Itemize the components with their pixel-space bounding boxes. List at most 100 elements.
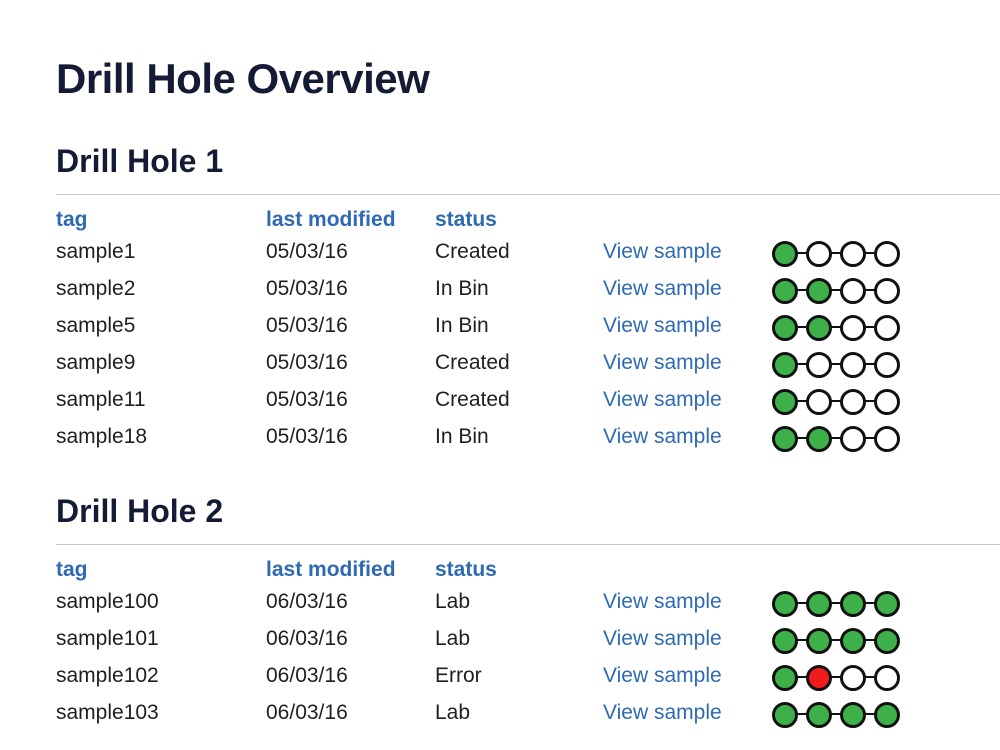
last-modified-date: 05/03/16 xyxy=(266,277,348,300)
step-done-icon xyxy=(772,278,798,304)
step-done-icon xyxy=(840,702,866,728)
sample-status: Created xyxy=(435,240,510,263)
view-sample-link[interactable]: View sample xyxy=(603,277,722,300)
last-modified-date: 05/03/16 xyxy=(266,240,348,263)
table-row: sample1 05/03/16 Created View sample xyxy=(56,236,1000,273)
progress-indicator xyxy=(772,700,906,728)
step-done-icon xyxy=(772,628,798,654)
view-sample-link[interactable]: View sample xyxy=(603,627,722,650)
progress-indicator xyxy=(772,424,906,452)
sample-status: In Bin xyxy=(435,425,489,448)
view-sample-link[interactable]: View sample xyxy=(603,701,722,724)
step-pending-icon xyxy=(874,665,900,691)
progress-indicator xyxy=(772,350,906,378)
section-divider xyxy=(56,544,1000,545)
step-pending-icon xyxy=(840,352,866,378)
table-row: sample18 05/03/16 In Bin View sample xyxy=(56,421,1000,458)
table-row: sample103 06/03/16 Lab View sample xyxy=(56,697,1000,734)
progress-connector-line xyxy=(784,713,892,715)
step-done-icon xyxy=(874,628,900,654)
section-title: Drill Hole 1 xyxy=(56,143,224,179)
sample-status: Created xyxy=(435,388,510,411)
sample-tag: sample2 xyxy=(56,277,136,300)
progress-connector-line xyxy=(784,639,892,641)
sample-status: In Bin xyxy=(435,277,489,300)
sample-status: Lab xyxy=(435,590,471,613)
step-pending-icon xyxy=(874,426,900,452)
table-row: sample101 06/03/16 Lab View sample xyxy=(56,623,1000,660)
last-modified-date: 06/03/16 xyxy=(266,590,348,613)
section-divider xyxy=(56,194,1000,195)
step-pending-icon xyxy=(840,665,866,691)
last-modified-date: 06/03/16 xyxy=(266,627,348,650)
progress-indicator xyxy=(772,276,906,304)
step-done-icon xyxy=(772,389,798,415)
view-sample-link[interactable]: View sample xyxy=(603,664,722,687)
column-header-status[interactable]: status xyxy=(435,208,497,231)
sample-tag: sample5 xyxy=(56,314,136,337)
samples-table: tag last modified status sample100 06/03/… xyxy=(56,554,1000,734)
view-sample-link[interactable]: View sample xyxy=(603,425,722,448)
step-pending-icon xyxy=(874,389,900,415)
sample-status: In Bin xyxy=(435,314,489,337)
table-row: sample100 06/03/16 Lab View sample xyxy=(56,586,1000,623)
last-modified-date: 05/03/16 xyxy=(266,388,348,411)
progress-indicator xyxy=(772,239,906,267)
last-modified-date: 06/03/16 xyxy=(266,701,348,724)
table-row: sample102 06/03/16 Error View sample xyxy=(56,660,1000,697)
column-header-tag[interactable]: tag xyxy=(56,558,88,581)
table-row: sample9 05/03/16 Created View sample xyxy=(56,347,1000,384)
table-header-row: tag last modified status xyxy=(56,554,1000,586)
step-error-icon xyxy=(806,665,832,691)
step-done-icon xyxy=(772,426,798,452)
column-header-last-modified[interactable]: last modified xyxy=(266,558,396,581)
progress-connector-line xyxy=(784,437,892,439)
progress-indicator xyxy=(772,313,906,341)
table-header-row: tag last modified status xyxy=(56,204,1000,236)
sample-status: Lab xyxy=(435,627,471,650)
view-sample-link[interactable]: View sample xyxy=(603,351,722,374)
sample-tag: sample18 xyxy=(56,425,148,448)
step-pending-icon xyxy=(874,278,900,304)
step-done-icon xyxy=(840,591,866,617)
step-pending-icon xyxy=(806,352,832,378)
step-done-icon xyxy=(772,702,798,728)
view-sample-link[interactable]: View sample xyxy=(603,388,722,411)
view-sample-link[interactable]: View sample xyxy=(603,314,722,337)
step-pending-icon xyxy=(840,278,866,304)
progress-connector-line xyxy=(784,252,892,254)
step-done-icon xyxy=(772,352,798,378)
last-modified-date: 06/03/16 xyxy=(266,664,348,687)
column-header-status[interactable]: status xyxy=(435,558,497,581)
section-title: Drill Hole 2 xyxy=(56,493,224,529)
view-sample-link[interactable]: View sample xyxy=(603,240,722,263)
sample-tag: sample101 xyxy=(56,627,159,650)
step-done-icon xyxy=(874,702,900,728)
view-sample-link[interactable]: View sample xyxy=(603,590,722,613)
progress-connector-line xyxy=(784,363,892,365)
step-done-icon xyxy=(772,241,798,267)
page-title: Drill Hole Overview xyxy=(56,55,430,102)
sample-status: Created xyxy=(435,351,510,374)
column-header-last-modified[interactable]: last modified xyxy=(266,208,396,231)
progress-indicator xyxy=(772,387,906,415)
sample-status: Lab xyxy=(435,701,471,724)
step-pending-icon xyxy=(806,241,832,267)
step-done-icon xyxy=(806,315,832,341)
step-done-icon xyxy=(806,278,832,304)
samples-table: tag last modified status sample1 05/03/16… xyxy=(56,204,1000,458)
step-done-icon xyxy=(772,665,798,691)
step-pending-icon xyxy=(840,315,866,341)
column-header-tag[interactable]: tag xyxy=(56,208,88,231)
step-done-icon xyxy=(806,426,832,452)
last-modified-date: 05/03/16 xyxy=(266,425,348,448)
sample-tag: sample9 xyxy=(56,351,136,374)
step-pending-icon xyxy=(874,241,900,267)
step-done-icon xyxy=(806,628,832,654)
sample-tag: sample102 xyxy=(56,664,159,687)
step-done-icon xyxy=(806,591,832,617)
progress-connector-line xyxy=(784,289,892,291)
sample-tag: sample103 xyxy=(56,701,159,724)
sample-status: Error xyxy=(435,664,482,687)
step-pending-icon xyxy=(840,426,866,452)
